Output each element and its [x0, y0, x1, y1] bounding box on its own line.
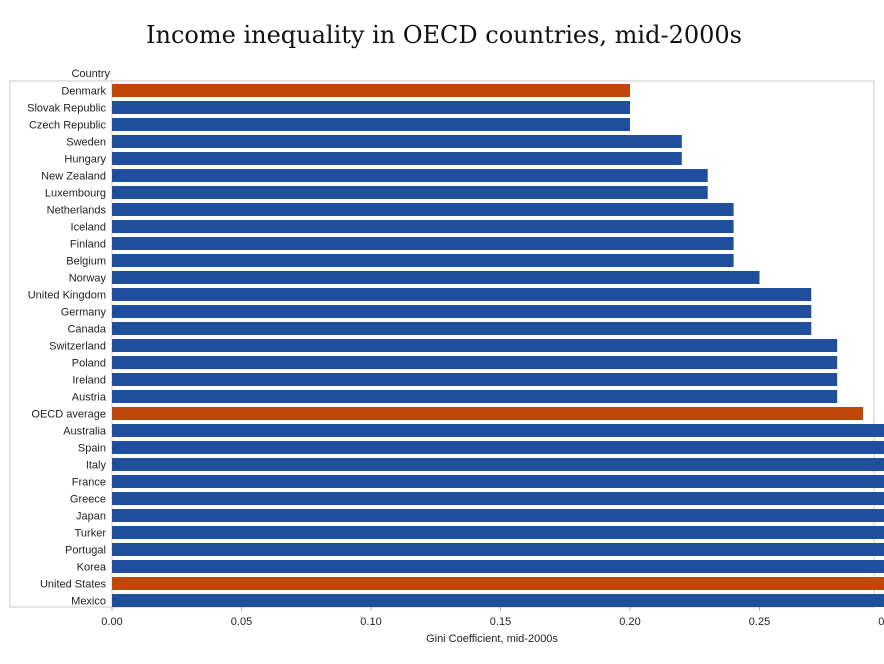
- x-tick-label: 0.20: [619, 616, 640, 628]
- bar: [112, 407, 864, 420]
- bar: [112, 305, 812, 318]
- category-label: United Kingdom: [28, 290, 106, 302]
- x-tick-label: 0.10: [360, 616, 381, 628]
- category-label: Finland: [70, 239, 106, 251]
- bar: [112, 101, 630, 114]
- category-header: Country: [71, 68, 110, 80]
- x-tick-label: 0.05: [231, 616, 252, 628]
- chart-title: Income inequality in OECD countries, mid…: [146, 21, 742, 49]
- bar: [112, 118, 630, 131]
- category-label: Iceland: [71, 222, 106, 234]
- category-label: Mexico: [71, 596, 106, 608]
- bar: [112, 577, 884, 590]
- category-label: France: [72, 477, 106, 489]
- bar: [112, 509, 884, 522]
- bar: [112, 390, 838, 403]
- category-label: New Zealand: [41, 171, 106, 183]
- category-label: Hungary: [64, 154, 106, 166]
- bars: [112, 84, 884, 607]
- bar: [112, 84, 630, 97]
- category-label: Japan: [76, 511, 106, 523]
- category-label: Sweden: [66, 137, 106, 149]
- bar: [112, 475, 884, 488]
- category-label: Greece: [70, 494, 106, 506]
- category-label: Portugal: [65, 545, 106, 557]
- category-label: Poland: [72, 358, 106, 370]
- bar: [112, 594, 884, 607]
- category-label: Czech Republic: [29, 120, 107, 132]
- bar: [112, 560, 884, 573]
- category-label: Luxembourg: [45, 188, 106, 200]
- category-label: Spain: [78, 443, 106, 455]
- bar: [112, 237, 734, 250]
- bar: [112, 135, 682, 148]
- bar: [112, 373, 838, 386]
- bar: [112, 169, 708, 182]
- bar: [112, 322, 812, 335]
- bar: [112, 288, 812, 301]
- category-label: United States: [40, 579, 107, 591]
- bar: [112, 526, 884, 539]
- x-axis-ticks: 0.000.050.100.150.200.250.300.350.400.45…: [101, 607, 884, 628]
- category-label: Ireland: [72, 375, 106, 387]
- category-label: Norway: [69, 273, 107, 285]
- category-label: Denmark: [61, 86, 106, 98]
- x-tick-label: 0.25: [749, 616, 770, 628]
- bar: [112, 271, 760, 284]
- category-labels: Denmark Slovak Republic Czech Republic Swed…: [27, 86, 107, 608]
- category-label: Turker: [75, 528, 107, 540]
- bar: [112, 424, 884, 437]
- x-axis-title: Gini Coefficient, mid-2000s: [426, 633, 558, 645]
- category-label: Canada: [67, 324, 106, 336]
- category-label: Germany: [61, 307, 107, 319]
- category-label: Italy: [86, 460, 107, 472]
- bar: [112, 203, 734, 216]
- bar: [112, 441, 884, 454]
- bar: [112, 339, 838, 352]
- bar: [112, 220, 734, 233]
- bar: [112, 458, 884, 471]
- bar: [112, 543, 884, 556]
- category-label: Austria: [72, 392, 107, 404]
- x-tick-label: 0.00: [101, 616, 122, 628]
- category-label: Netherlands: [47, 205, 107, 217]
- x-tick-label: 0.30: [878, 616, 884, 628]
- category-label: Belgium: [66, 256, 106, 268]
- bar: [112, 186, 708, 199]
- x-tick-label: 0.15: [490, 616, 511, 628]
- category-label: Switzerland: [49, 341, 106, 353]
- category-label: Australia: [63, 426, 107, 438]
- bar: [112, 356, 838, 369]
- category-label: OECD average: [31, 409, 106, 421]
- category-label: Korea: [77, 562, 107, 574]
- category-label: Slovak Republic: [27, 103, 106, 115]
- bar: [112, 254, 734, 267]
- bar: [112, 152, 682, 165]
- bar: [112, 492, 884, 505]
